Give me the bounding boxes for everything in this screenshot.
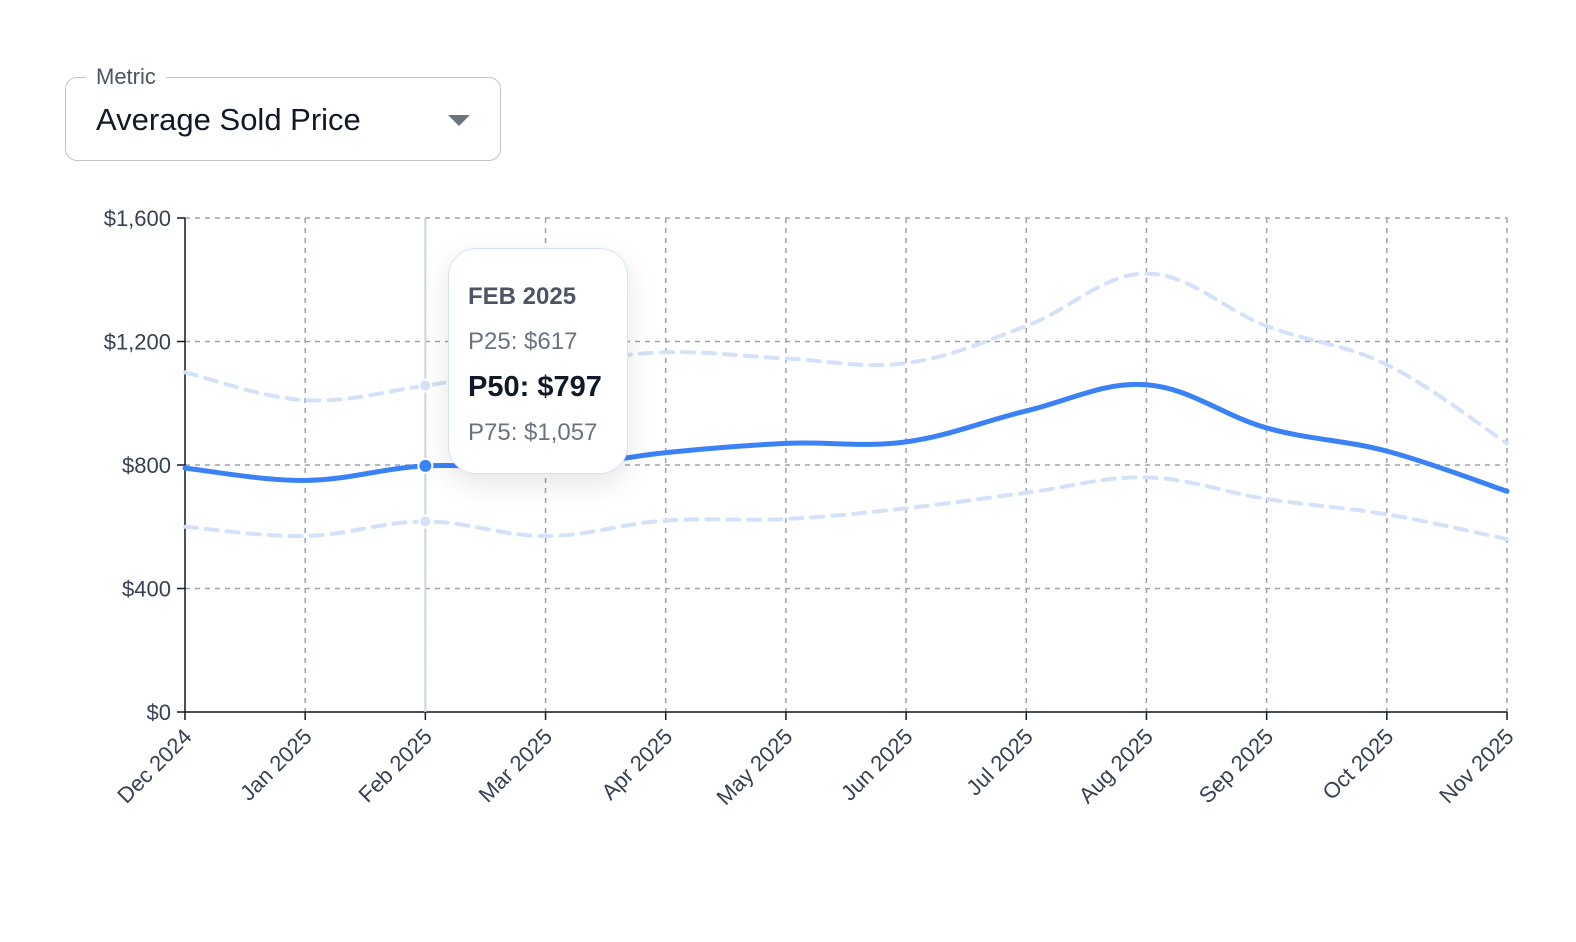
tooltip-p50: P50: $797	[468, 371, 602, 403]
x-tick-label: Sep 2025	[1194, 724, 1278, 808]
metric-value: Average Sold Price	[96, 102, 361, 137]
metric-label: Metric	[86, 64, 166, 90]
chart-tooltip: FEB 2025 P25: $617 P50: $797 P75: $1,057	[448, 248, 628, 474]
y-tick-label: $1,600	[104, 206, 171, 231]
y-tick-label: $800	[122, 453, 171, 478]
hover-point-p50	[417, 457, 434, 474]
tooltip-p75: P75: $1,057	[468, 419, 598, 446]
y-tick-label: $0	[147, 700, 171, 725]
chevron-down-icon[interactable]	[448, 115, 470, 126]
metric-select[interactable]: Metric Average Sold Price	[65, 64, 501, 161]
x-tick-label: Feb 2025	[353, 724, 436, 807]
x-tick-label: Mar 2025	[474, 724, 557, 807]
x-tick-label: Nov 2025	[1434, 724, 1518, 808]
series	[182, 271, 1510, 542]
series-line-p50	[182, 381, 1510, 494]
x-tick-label: Jan 2025	[235, 724, 317, 806]
y-tick-label: $1,200	[104, 330, 171, 355]
x-tick-label: Dec 2024	[112, 724, 196, 808]
x-tick-label: May 2025	[711, 724, 797, 810]
x-tick-label: Apr 2025	[596, 724, 677, 805]
axes	[177, 217, 1508, 720]
x-tick-label: Jun 2025	[836, 724, 918, 806]
x-tick-label: Aug 2025	[1074, 724, 1158, 808]
series-line-p25	[183, 475, 1509, 542]
tooltip-title: FEB 2025	[468, 283, 577, 310]
y-tick-label: $400	[122, 577, 171, 602]
tick-labels: $0 $400 $800 $1,200 $1,600 Dec 2024 Jan 2025 Fe…	[104, 206, 1519, 810]
hover-point-p75	[418, 378, 433, 393]
tooltip-p25: P25: $617	[468, 328, 578, 355]
hover-point-p25	[418, 514, 433, 529]
series-line-p75	[183, 271, 1509, 446]
x-tick-label: Oct 2025	[1318, 724, 1399, 805]
x-tick-label: Jul 2025	[961, 724, 1038, 801]
hover-markers	[417, 218, 434, 712]
grid	[185, 217, 1508, 712]
